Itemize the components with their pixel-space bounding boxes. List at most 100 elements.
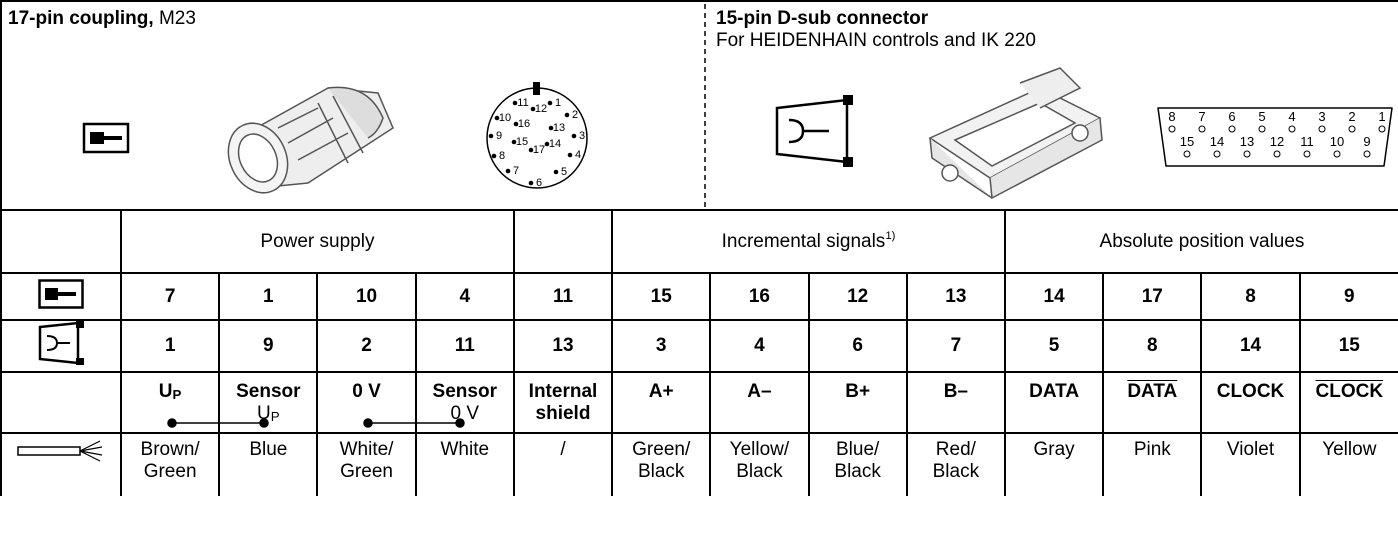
dsub-title: 15-pin D-sub connector (716, 8, 929, 29)
pin-label: 3 (1318, 109, 1325, 124)
coupling-pin: 17 (1102, 272, 1203, 321)
signal-name: Internal shield (528, 381, 598, 424)
pin-hole (1243, 150, 1251, 158)
group-label: Power supply (120, 209, 515, 274)
pin-hole (1363, 150, 1371, 158)
group-label: Absolute position values (1003, 209, 1398, 274)
signal-cell: DATA (1102, 371, 1203, 434)
dsub-pin: 11 (414, 319, 515, 373)
signal-name: B+ (845, 381, 871, 402)
coupling-pin: 15 (611, 272, 712, 321)
pin-label: 6 (1228, 109, 1235, 124)
wire-color: Green/ Black (611, 432, 712, 496)
coupling-drawing (227, 86, 394, 194)
pin-hole (1198, 125, 1206, 133)
group-label: Incremental signals (721, 231, 886, 252)
signal: DATA (1105, 381, 1199, 403)
pin-label: 15 (516, 136, 528, 148)
dsub-pin: 14 (1200, 319, 1301, 373)
dsub-pin: 15 (1298, 319, 1398, 373)
row-icon-cell (0, 432, 122, 496)
cable-icon (17, 440, 103, 462)
signal-note: UP (221, 403, 315, 428)
pin-label: 2 (1348, 109, 1355, 124)
pin-hole (1213, 150, 1221, 158)
signal: 0 V (319, 381, 413, 403)
signal: A+ (614, 381, 708, 403)
pin-hole (1183, 150, 1191, 158)
wire-color: Blue/ Black (807, 432, 908, 496)
dsub-pin: 13 (512, 319, 614, 373)
wire-color: Red/ Black (905, 432, 1006, 496)
pin-label: 4 (575, 149, 581, 161)
wire-color: Gray (1003, 432, 1105, 496)
signal-cell: A+ (611, 371, 712, 434)
pin-dot (494, 115, 500, 121)
signal: B– (909, 381, 1003, 403)
wire-color: Brown/ Green (119, 432, 221, 496)
pin-hole (1378, 125, 1386, 133)
coupling-pin: 8 (1200, 272, 1301, 321)
pin-dot (548, 125, 554, 131)
dsub-pin: 1 (119, 319, 221, 373)
pin-label: 8 (499, 150, 505, 162)
pin-dot (513, 121, 519, 127)
pin-label: 14 (1210, 134, 1224, 149)
pin-table: Power supply Incremental signals1) Absol… (0, 209, 1398, 496)
wire-color: Yellow (1298, 432, 1398, 496)
pin-label: 2 (572, 109, 578, 121)
dsub-pin: 5 (1003, 319, 1105, 373)
pin-hole (1318, 125, 1326, 133)
signal: Sensor (221, 381, 315, 403)
pin-dot (512, 100, 518, 106)
signal-note-subscript: P (270, 409, 280, 424)
signal-name: A– (747, 381, 772, 402)
pin-dot (528, 147, 534, 153)
signal: CLOCK (1302, 381, 1398, 403)
pin-label: 13 (1240, 134, 1254, 149)
signal-cell: CLOCK (1200, 371, 1301, 434)
pin-label: 12 (535, 103, 547, 115)
signal: DATA (1007, 381, 1101, 403)
pin-hole (1288, 125, 1296, 133)
coupling-title-bold: 17-pin coupling, (8, 8, 154, 29)
coupling-pin: 12 (807, 272, 908, 321)
footnote-mark: 1) (885, 230, 896, 242)
pin-hole (1273, 150, 1281, 158)
pin-hole (1303, 150, 1311, 158)
wire-color: White (414, 432, 515, 496)
coupling-pin: 11 (512, 272, 614, 321)
signal-name: DATA (1127, 381, 1178, 402)
pin-label: 8 (1168, 109, 1175, 124)
pin-dot (530, 106, 536, 112)
dsub-subtitle: For HEIDENHAIN controls and IK 220 (716, 30, 1036, 51)
pin-label: 1 (555, 97, 561, 109)
signal-cell: A– (709, 371, 810, 434)
wire-color: Violet (1200, 432, 1301, 496)
coupling-pin: 16 (709, 272, 810, 321)
pin-label: 7 (513, 165, 519, 177)
coupling-pin: 14 (1003, 272, 1105, 321)
pin-label: 15 (1180, 134, 1194, 149)
pin-hole (1168, 125, 1176, 133)
pin-dot (505, 168, 511, 174)
signal-subscript: P (172, 387, 182, 402)
coupling-pin: 4 (414, 272, 515, 321)
wire-color: Yellow/ Black (709, 432, 810, 496)
wire-color: Blue (218, 432, 319, 496)
pin-label: 3 (579, 130, 585, 142)
table-row: Brown/ Green Blue White/ Green White / Green/… (0, 432, 1398, 496)
coupling-pin: 13 (905, 272, 1006, 321)
pin-label: 11 (517, 97, 528, 109)
signal-cell: Internal shield (512, 371, 614, 434)
pin-dot (544, 141, 550, 147)
signal: Internal shield (516, 381, 610, 425)
pin-label: 5 (1258, 109, 1265, 124)
pin-label: 9 (496, 130, 502, 142)
pin-dot (547, 100, 553, 106)
signal-name: Sensor (236, 381, 301, 402)
dsub-drawing (928, 67, 1103, 200)
pin-label: 10 (499, 112, 511, 124)
